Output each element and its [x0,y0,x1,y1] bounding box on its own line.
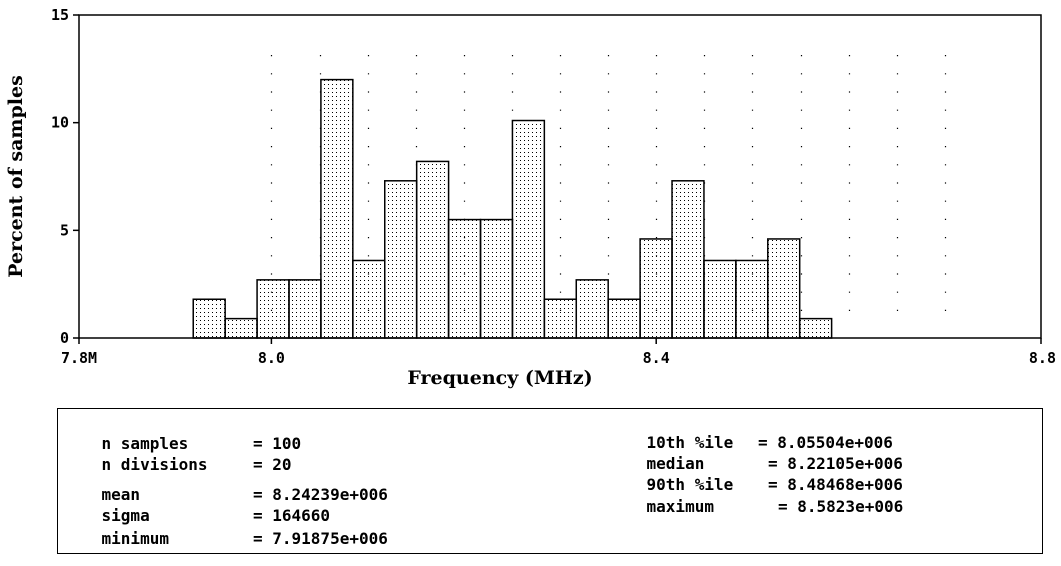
histogram-bar [479,218,514,339]
histogram-bar [224,317,258,339]
y-tick-label: 10 [51,114,69,132]
x-axis-label: Frequency (MHz) [407,367,592,389]
x-tick-label: 8.8 [1029,349,1056,367]
histogram-bar [798,317,833,339]
histogram-bar [288,279,322,339]
stat-sigma: sigma = 164660 [63,489,331,543]
stat-label: n samples [101,434,189,453]
stat-value: = 8.48468e+006 [768,475,903,494]
stat-label: 10th %ile [646,433,734,452]
histogram-bar [639,238,673,339]
histogram-bar [415,160,450,339]
histogram-bar [575,279,609,339]
statistics-panel: n samples = 100 n divisions = 20 mean = 8.2… [57,408,1043,554]
stat-median: median = 8.22105e+006 [608,437,903,491]
stat-value: = 8.05504e+006 [758,433,893,452]
stat-label: median [646,454,705,473]
stat-value: = 8.5823e+006 [778,497,904,516]
histogram-bar [767,238,801,339]
histogram-bar [671,180,705,339]
y-tick-label: 0 [60,329,69,347]
x-tick-label: 8.0 [258,349,285,367]
histogram-bar [703,259,737,339]
axis-ticks: 0 5 10 15 7.8M 8.0 8.4 8.8 [51,6,1056,367]
histogram-bar [256,279,290,339]
histogram-bar [511,119,546,339]
stat-n-samples: n samples = 100 [63,417,302,471]
stat-label: n divisions [101,455,208,474]
stat-label: 90th %ile [646,475,734,494]
y-tick-label: 5 [60,221,69,239]
x-tick-label: 7.8M [61,349,97,367]
histogram-bar [192,298,226,339]
stat-n-divisions: n divisions = 20 [63,438,292,492]
stat-value: = 8.24239e+006 [253,485,388,504]
x-tick-label: 8.4 [643,349,670,367]
stat-value: = 164660 [253,506,331,525]
stat-minimum: minimum = 7.91875e+006 [63,512,388,566]
histogram-bar [607,298,641,339]
stat-10th-percentile: 10th %ile = 8.05504e+006 [608,416,893,470]
stat-value: = 7.91875e+006 [253,529,388,548]
stat-mean: mean = 8.24239e+006 [63,468,388,522]
stat-label: mean [101,485,141,504]
histogram-bar [543,298,578,339]
plot-frame [78,14,1042,339]
stat-maximum: maximum = 8.5823e+006 [608,480,904,534]
stat-value: = 100 [253,434,302,453]
histogram-bar [384,180,418,339]
stat-value: = 20 [253,455,292,474]
histogram-bar [320,78,354,339]
stat-label: minimum [101,529,169,548]
stat-label: maximum [646,497,714,516]
y-axis-label: Percent of samples [5,75,27,278]
histogram-bar [447,218,482,339]
stat-label: sigma [101,506,150,525]
histogram-chart: 0 5 10 15 7.8M 8.0 8.4 8.8 Frequency (MHz) Perc… [5,6,1056,389]
stat-90th-percentile: 90th %ile = 8.48468e+006 [608,458,903,512]
histogram-bar [735,259,769,339]
histogram-bars [192,78,833,339]
y-tick-label: 15 [51,6,69,24]
stat-value: = 8.22105e+006 [768,454,903,473]
histogram-bar [352,259,386,339]
